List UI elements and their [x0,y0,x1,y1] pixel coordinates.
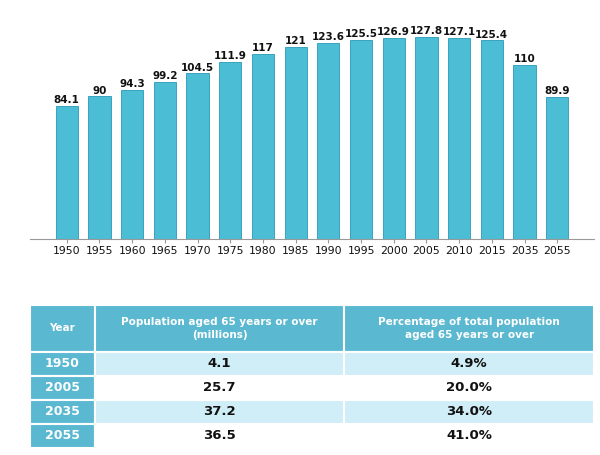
Bar [415,36,437,239]
FancyBboxPatch shape [344,305,594,352]
Text: Percentage of total population
aged 65 years or over: Percentage of total population aged 65 y… [379,317,560,339]
Text: 89.9: 89.9 [544,86,570,96]
Bar [187,73,209,239]
Text: 20.0%: 20.0% [446,381,492,394]
Text: 41.0%: 41.0% [446,429,492,442]
Text: 127.8: 127.8 [410,26,443,36]
FancyBboxPatch shape [30,399,95,424]
Text: 36.5: 36.5 [203,429,236,442]
Bar [350,40,372,239]
Text: 4.1: 4.1 [208,357,232,370]
Text: 2035: 2035 [45,405,80,418]
FancyBboxPatch shape [30,424,95,448]
FancyBboxPatch shape [30,352,95,376]
Text: 90: 90 [92,86,107,96]
Bar [514,65,536,239]
Text: 2005: 2005 [45,381,80,394]
FancyBboxPatch shape [344,376,594,399]
Text: 4.9%: 4.9% [451,357,488,370]
Bar [219,62,241,239]
FancyBboxPatch shape [95,305,344,352]
FancyBboxPatch shape [95,376,344,399]
FancyBboxPatch shape [95,424,344,448]
Bar [383,38,405,239]
FancyBboxPatch shape [30,305,95,352]
Text: 94.3: 94.3 [119,79,145,89]
Bar [546,96,568,239]
Text: 117: 117 [252,43,274,53]
Bar [121,90,143,239]
Bar [448,38,470,239]
Text: 110: 110 [514,54,535,64]
Bar [252,54,274,239]
Text: 125.5: 125.5 [344,30,377,40]
FancyBboxPatch shape [95,352,344,376]
Bar [154,82,176,239]
Text: 121: 121 [285,36,307,46]
FancyBboxPatch shape [344,424,594,448]
FancyBboxPatch shape [344,352,594,376]
Text: Year: Year [50,324,76,334]
Bar [317,43,340,239]
Text: 2055: 2055 [45,429,80,442]
Text: 104.5: 104.5 [181,63,214,73]
FancyBboxPatch shape [30,376,95,399]
Bar [88,96,110,239]
Text: Population aged 65 years or over
(millions): Population aged 65 years or over (millio… [121,317,318,339]
FancyBboxPatch shape [344,399,594,424]
Bar [481,40,503,239]
Bar [284,47,307,239]
Text: 126.9: 126.9 [377,27,410,37]
Text: 25.7: 25.7 [203,381,236,394]
Text: 127.1: 127.1 [443,27,476,37]
Text: 125.4: 125.4 [475,30,508,40]
Text: 99.2: 99.2 [152,71,178,81]
Text: 34.0%: 34.0% [446,405,492,418]
Text: 1950: 1950 [45,357,80,370]
Text: 111.9: 111.9 [214,51,247,61]
Bar [56,106,78,239]
FancyBboxPatch shape [95,399,344,424]
Text: 37.2: 37.2 [203,405,236,418]
Text: 84.1: 84.1 [54,95,80,105]
Text: 123.6: 123.6 [312,32,345,42]
